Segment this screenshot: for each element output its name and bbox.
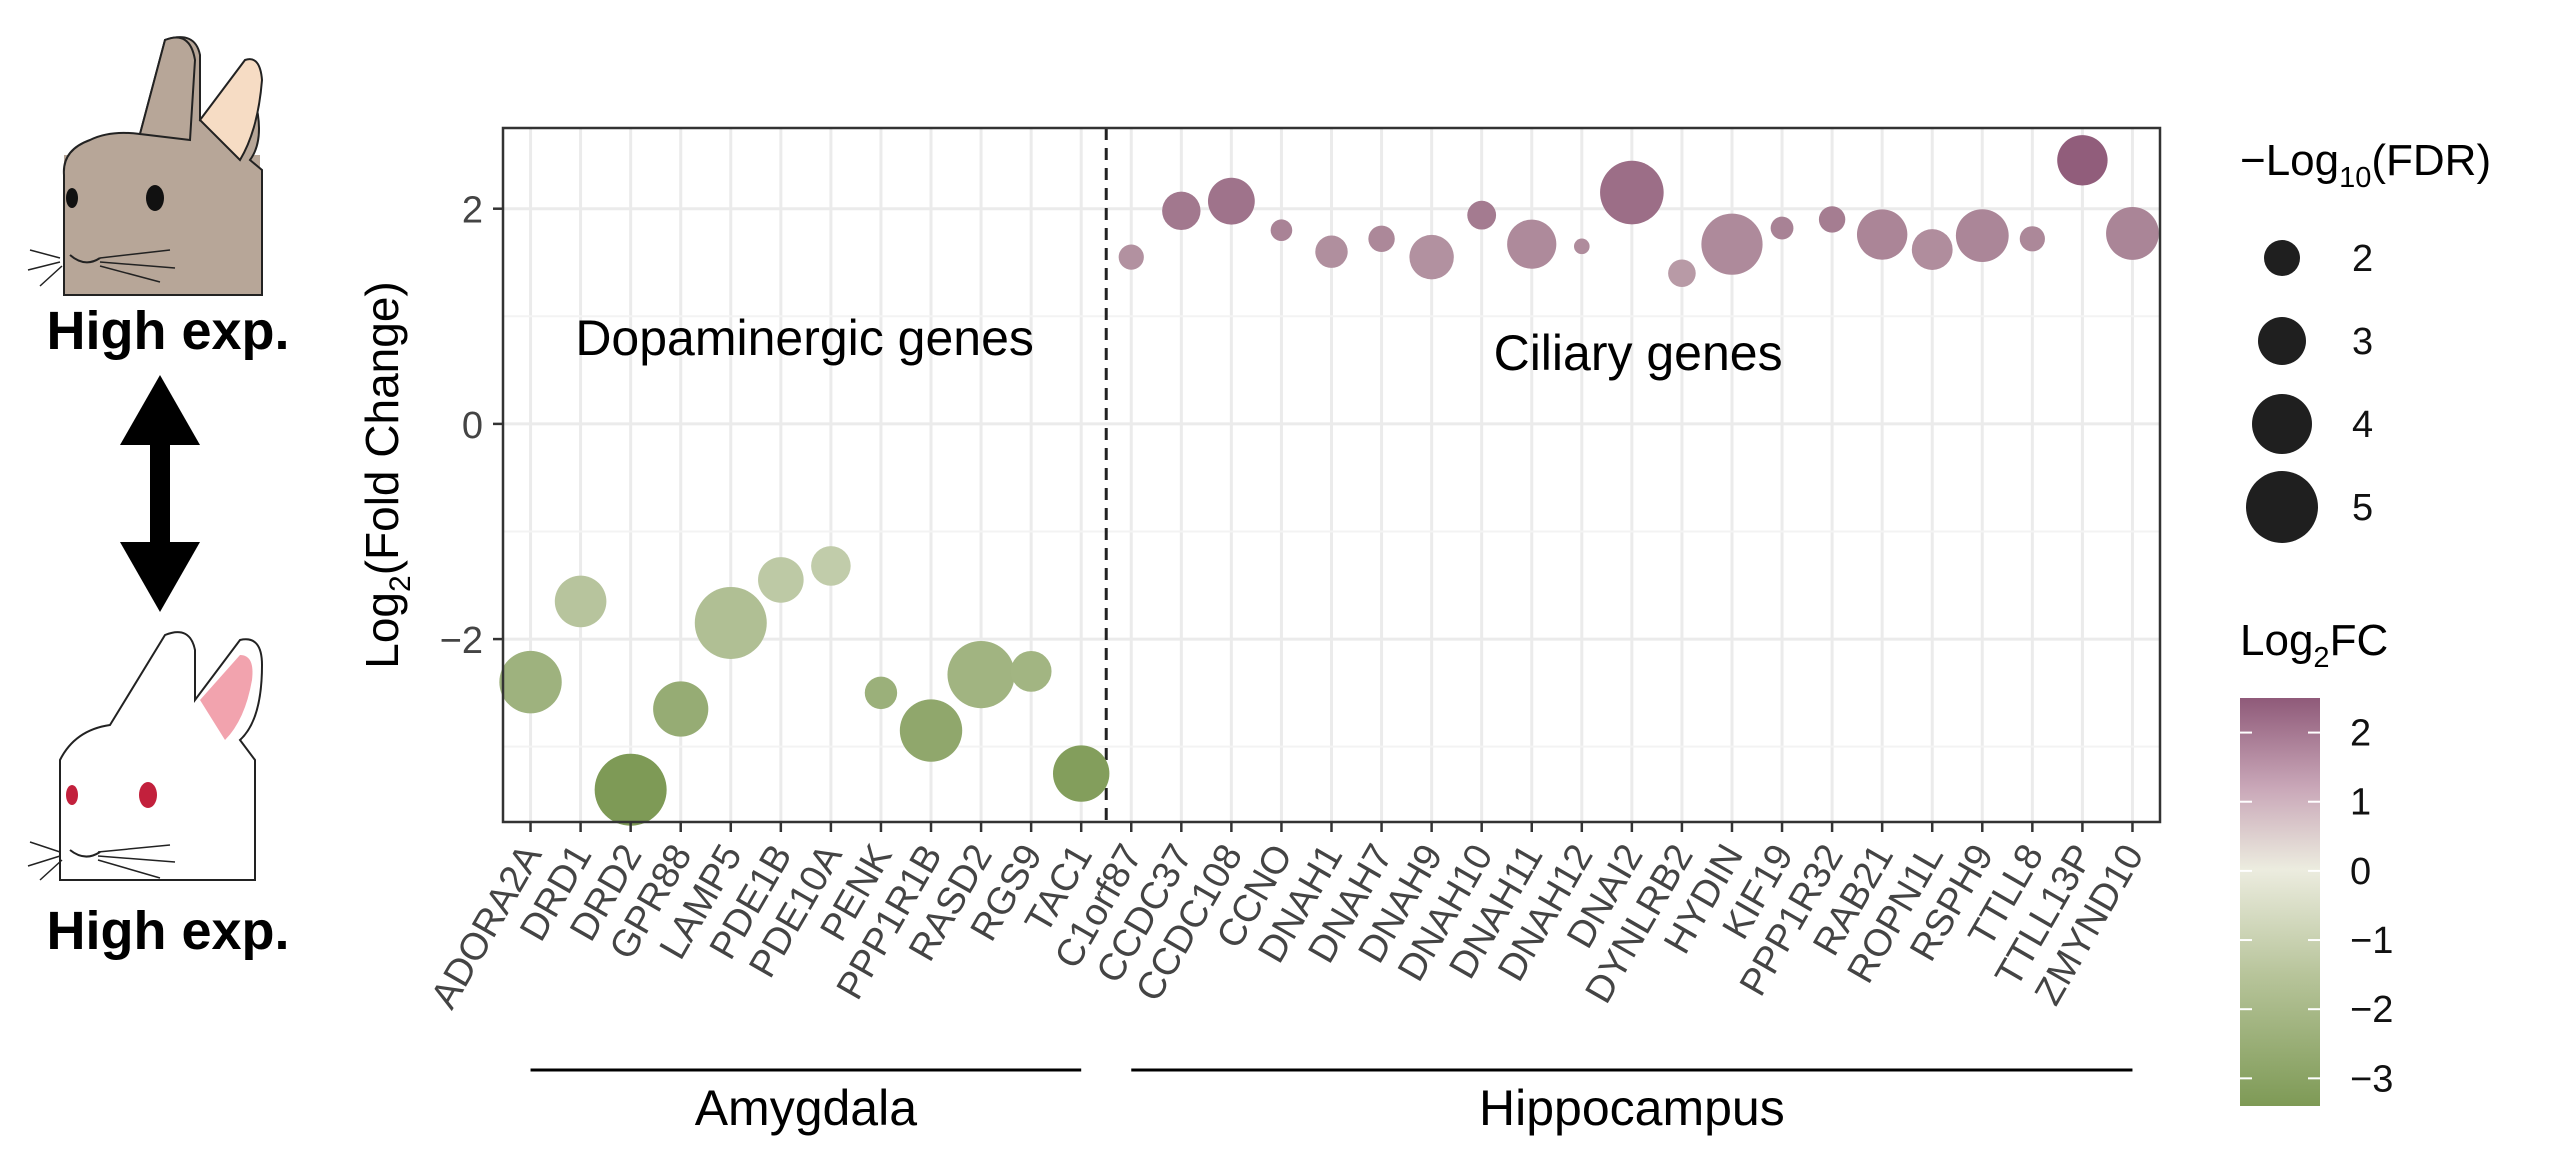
panel-label-dopaminergic: Dopaminergic genes bbox=[575, 310, 1034, 366]
point-dnah9 bbox=[1409, 234, 1454, 280]
size-legend-key bbox=[2258, 317, 2306, 365]
point-ccno bbox=[1270, 219, 1293, 242]
group-label-hippocampus: Hippocampus bbox=[1479, 1080, 1785, 1136]
y-axis-title: Log2(Fold Change) bbox=[356, 281, 417, 668]
color-legend-label: −1 bbox=[2350, 920, 2393, 962]
group-label-amygdala: Amygdala bbox=[695, 1080, 918, 1136]
color-legend-label: 0 bbox=[2350, 851, 2371, 893]
point-dnah11 bbox=[1507, 219, 1557, 269]
color-legend: Log2FC 2 1 0 −1 −2 −3 bbox=[2240, 616, 2393, 1106]
point-tac1 bbox=[1052, 745, 1110, 802]
color-legend-label: −3 bbox=[2350, 1058, 2393, 1100]
point-rgs9 bbox=[1010, 650, 1052, 692]
brown-rabbit-icon bbox=[27, 36, 264, 296]
group-brackets: Amygdala Hippocampus bbox=[530, 1068, 2133, 1136]
color-legend-title: Log2FC bbox=[2240, 616, 2388, 674]
point-dnai2 bbox=[1600, 160, 1664, 225]
axes: 2 0 −2 Log2(Fold Change) bbox=[356, 126, 2162, 832]
size-legend-label: 4 bbox=[2352, 404, 2373, 446]
panel-label-ciliary: Ciliary genes bbox=[1494, 325, 1783, 381]
size-legend: −Log10(FDR) 2 3 4 5 bbox=[2240, 136, 2491, 543]
data-points bbox=[499, 135, 2159, 826]
size-legend-key bbox=[2252, 394, 2312, 454]
point-lamp5 bbox=[694, 586, 767, 659]
point-pde10a bbox=[811, 546, 851, 586]
point-rasd2 bbox=[947, 640, 1015, 709]
color-legend-label: −2 bbox=[2350, 989, 2393, 1031]
top-rabbit-label: High exp. bbox=[46, 301, 290, 361]
y-tick-label: 0 bbox=[462, 405, 483, 447]
size-legend-key bbox=[2264, 240, 2300, 276]
x-tick-labels: ADORA2ADRD1DRD2GPR88LAMP5PDE1BPDE10APENK… bbox=[423, 837, 2152, 1016]
double-arrow-icon bbox=[120, 375, 200, 612]
point-dnah7 bbox=[1368, 225, 1395, 253]
panel-labels: Dopaminergic genes Ciliary genes bbox=[575, 310, 1782, 381]
point-drd2 bbox=[594, 753, 667, 826]
point-c1orf87 bbox=[1118, 244, 1144, 270]
y-tick-label: −2 bbox=[440, 620, 483, 662]
color-legend-label: 2 bbox=[2350, 713, 2371, 755]
point-hydin bbox=[1701, 213, 1763, 275]
point-zmynd10 bbox=[2106, 207, 2159, 260]
point-ttll13p bbox=[2057, 135, 2108, 186]
point-dnah12 bbox=[1574, 238, 1590, 255]
size-legend-label: 5 bbox=[2352, 487, 2373, 529]
point-dnah10 bbox=[1467, 200, 1497, 230]
color-legend-label: 1 bbox=[2350, 782, 2371, 824]
point-dynlrb2 bbox=[1668, 259, 1696, 288]
bottom-rabbit-label: High exp. bbox=[46, 901, 290, 961]
color-legend-bar bbox=[2240, 698, 2320, 1106]
size-legend-label: 2 bbox=[2352, 238, 2373, 280]
size-legend-key bbox=[2246, 471, 2318, 543]
point-drd1 bbox=[554, 575, 607, 628]
point-ccdc37 bbox=[1162, 191, 1201, 231]
point-ropn1l bbox=[1911, 229, 1953, 270]
size-legend-label: 3 bbox=[2352, 321, 2373, 363]
point-ccdc108 bbox=[1207, 177, 1255, 225]
point-pde1b bbox=[758, 557, 804, 603]
left-illustration-panel bbox=[27, 36, 264, 881]
point-penk bbox=[864, 676, 898, 710]
point-ppp1r1b bbox=[899, 699, 963, 762]
white-rabbit-icon bbox=[27, 631, 264, 881]
point-rsph9 bbox=[1955, 209, 2009, 262]
point-dnah1 bbox=[1315, 235, 1348, 268]
size-legend-title: −Log10(FDR) bbox=[2240, 136, 2491, 194]
point-rab21 bbox=[1856, 209, 1908, 260]
point-gpr88 bbox=[653, 681, 709, 737]
y-tick-label: 2 bbox=[462, 190, 483, 232]
point-adora2a bbox=[499, 650, 562, 714]
point-kif19 bbox=[1770, 216, 1794, 240]
grid bbox=[503, 128, 2160, 822]
point-ppp1r32 bbox=[1818, 206, 1846, 233]
point-ttll8 bbox=[2019, 226, 2045, 252]
